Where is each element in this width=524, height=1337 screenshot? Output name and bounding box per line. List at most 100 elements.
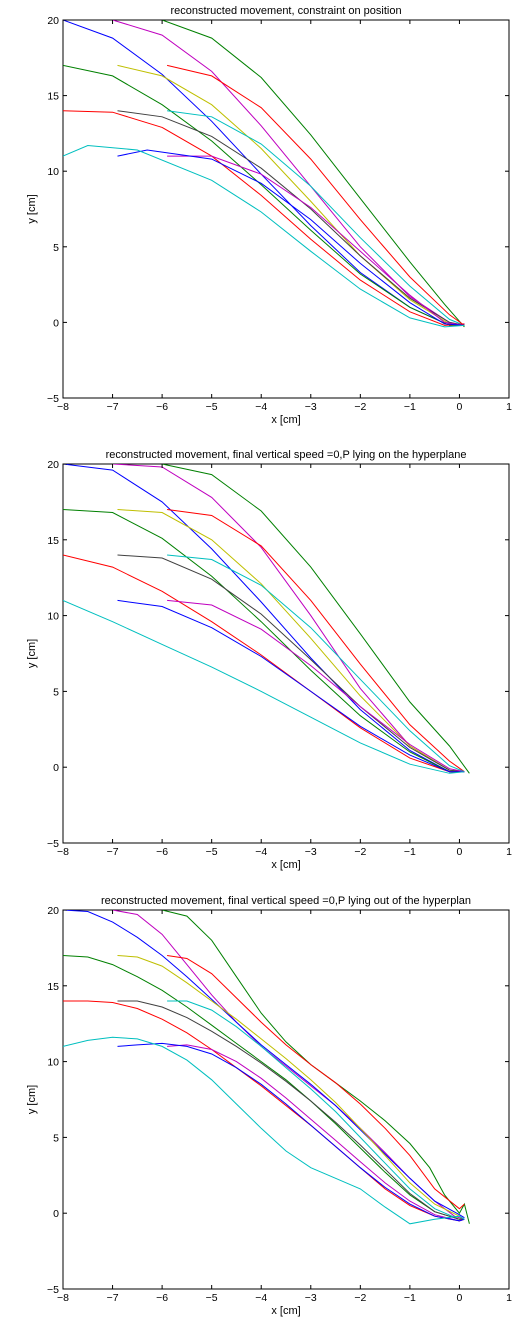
series-line-5 <box>117 955 465 1220</box>
series-line-8 <box>117 554 465 773</box>
x-tick-label: −5 <box>206 846 218 858</box>
series-line-1 <box>161 464 470 774</box>
y-tick-label: 15 <box>47 91 59 103</box>
x-tick-label: −2 <box>354 401 366 413</box>
x-tick-label: −2 <box>354 1292 366 1304</box>
series-line-3 <box>63 464 465 773</box>
x-axis-label: x [cm] <box>271 414 300 426</box>
y-tick-label: −5 <box>47 1284 59 1296</box>
chart-panel-1: −8 −7 −6 −5 −4 −3 −2 −1 0 1 −5 0 5 10 15 20 reconstructe… <box>26 5 512 426</box>
series-line-2 <box>112 910 465 1220</box>
x-tick-label: 0 <box>457 1292 463 1304</box>
y-tick-label: 20 <box>47 459 59 471</box>
y-tick-label: 10 <box>47 611 59 623</box>
series-line-4 <box>167 955 465 1210</box>
y-tick-label: 0 <box>53 317 59 329</box>
x-tick-label: 1 <box>506 401 512 413</box>
series-line-4 <box>167 509 465 773</box>
x-tick-label: −6 <box>156 1292 168 1304</box>
series-line-2 <box>112 20 465 326</box>
y-tick-label: 10 <box>47 1057 59 1069</box>
x-axis-label: x [cm] <box>271 859 300 871</box>
series-group <box>63 20 465 328</box>
series-line-7 <box>167 1000 465 1220</box>
chart-title: reconstructed movement, final vertical s… <box>106 449 467 461</box>
x-tick-label: −5 <box>206 401 218 413</box>
chart-panel-3: −8 −7 −6 −5 −4 −3 −2 −1 0 1 −5 0 5 10 15 20 reconstructe… <box>26 895 512 1317</box>
series-line-3 <box>63 910 465 1219</box>
series-line-1 <box>161 910 470 1224</box>
series-line-5 <box>117 64 465 326</box>
y-tick-label: 15 <box>47 535 59 547</box>
series-line-7 <box>167 554 465 773</box>
series-line-11 <box>117 599 465 773</box>
x-tick-label: −7 <box>107 846 119 858</box>
x-tick-label: −3 <box>305 401 317 413</box>
chart-panel-2: −8 −7 −6 −5 −4 −3 −2 −1 0 1 −5 0 5 10 15 20 reconstructe… <box>26 449 512 871</box>
series-line-8 <box>117 1000 465 1220</box>
y-axis-label: y [cm] <box>26 1085 38 1114</box>
series-line-6 <box>63 955 465 1220</box>
y-tick-label: 0 <box>53 1208 59 1220</box>
series-line-10 <box>167 599 465 773</box>
series-line-8 <box>117 110 465 326</box>
x-tick-label: −6 <box>156 846 168 858</box>
y-tick-label: 20 <box>47 905 59 917</box>
series-line-9 <box>63 554 465 773</box>
series-line-6 <box>63 509 465 773</box>
chart-title: reconstructed movement, final vertical s… <box>101 895 471 907</box>
x-tick-label: −8 <box>57 401 69 413</box>
series-line-10 <box>167 155 465 326</box>
series-line-12 <box>63 144 465 328</box>
x-tick-label: −4 <box>255 1292 267 1304</box>
chart-title: reconstructed movement, constraint on po… <box>170 5 401 17</box>
series-line-12 <box>63 1036 465 1225</box>
y-tick-label: 20 <box>47 15 59 27</box>
series-line-10 <box>167 1044 465 1222</box>
x-tick-label: −1 <box>404 846 416 858</box>
x-tick-label: −3 <box>305 846 317 858</box>
x-tick-label: −1 <box>404 401 416 413</box>
x-tick-label: 1 <box>506 1292 512 1304</box>
series-group <box>63 910 470 1225</box>
series-line-1 <box>161 20 465 328</box>
x-tick-label: −8 <box>57 1292 69 1304</box>
y-tick-label: 0 <box>53 762 59 774</box>
y-tick-label: 5 <box>53 686 59 698</box>
plot-frame <box>62 909 510 1290</box>
x-tick-label: −2 <box>354 846 366 858</box>
y-tick-label: 5 <box>53 1132 59 1144</box>
series-line-11 <box>117 149 465 326</box>
series-line-12 <box>63 599 465 774</box>
y-tick-label: 5 <box>53 242 59 254</box>
x-tick-label: 0 <box>457 846 463 858</box>
x-tick-label: −4 <box>255 401 267 413</box>
x-tick-label: −7 <box>107 401 119 413</box>
series-line-11 <box>117 1042 465 1222</box>
plot-frame <box>62 463 510 844</box>
x-tick-label: −6 <box>156 401 168 413</box>
x-tick-label: 1 <box>506 846 512 858</box>
series-line-4 <box>166 64 465 326</box>
y-tick-label: 15 <box>47 981 59 993</box>
y-tick-label: −5 <box>47 838 59 850</box>
series-line-7 <box>167 110 465 326</box>
series-line-9 <box>63 1000 465 1222</box>
y-axis-label: y [cm] <box>26 639 38 668</box>
plot-frame <box>62 19 510 399</box>
series-line-2 <box>112 464 465 773</box>
series-line-3 <box>63 20 465 326</box>
x-tick-label: −3 <box>305 1292 317 1304</box>
y-tick-label: 10 <box>47 166 59 178</box>
x-tick-label: −5 <box>206 1292 218 1304</box>
series-line-9 <box>63 110 465 326</box>
series-line-6 <box>63 64 465 326</box>
x-tick-label: 0 <box>457 401 463 413</box>
x-tick-label: −7 <box>107 1292 119 1304</box>
x-tick-label: −8 <box>57 846 69 858</box>
x-tick-label: −4 <box>255 846 267 858</box>
x-tick-label: −1 <box>404 1292 416 1304</box>
y-tick-label: −5 <box>47 393 59 405</box>
x-axis-label: x [cm] <box>271 1305 300 1317</box>
